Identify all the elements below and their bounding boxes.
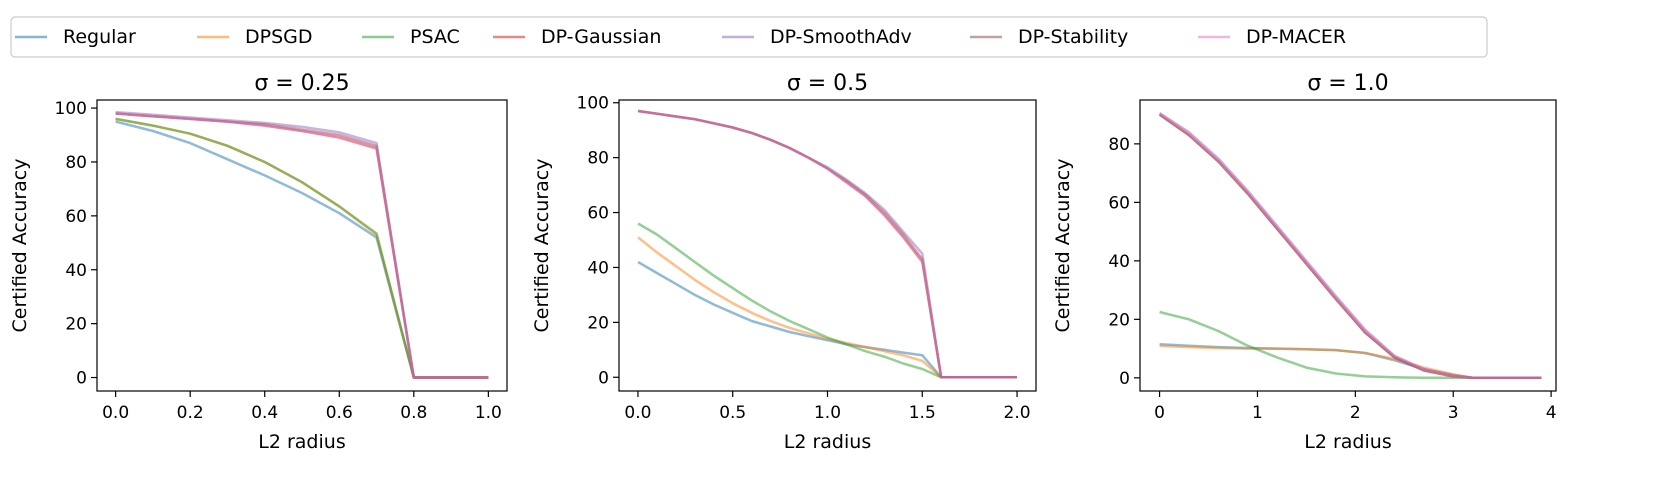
y-tick-label: 100 [55,99,87,119]
series-line-psac [637,222,1017,379]
series-line-psac [115,117,489,379]
y-tick-label: 0 [598,368,609,388]
legend-entry-dp-gaussian: DP-Gaussian [493,26,661,48]
y-tick-label: 20 [1108,310,1130,330]
series-line-regular [115,120,489,379]
legend: Regular DPSGD PSAC DP-Gaussian DP-SmoothAdv D… [10,16,1488,58]
y-tick-label: 40 [1108,252,1130,272]
y-tick-label: 80 [1108,135,1130,155]
y-axis: 0 20 40 60 80 100 [55,99,97,389]
x-axis-label: L2 radius [784,431,871,453]
series-lines [115,110,489,379]
x-tick-label: 2 [1350,403,1361,423]
legend-label: DPSGD [245,26,313,48]
series-line-dp-gaussian [1158,113,1542,380]
x-tick-label: 1.0 [814,403,841,423]
series-line-dpsgd [1159,344,1542,380]
series-line-dp-smoothadv [115,110,489,379]
plots: σ = 0.250.0 0.2 0.4 0.6 0.8 1.0020406080100L2… [9,71,1557,453]
series-line-dp-gaussian [115,112,489,379]
x-tick-label: 4 [1546,403,1557,423]
legend-entry-dp-smoothadv: DP-SmoothAdv [722,26,912,48]
axes-frame [96,99,508,392]
series-line-dp-stability [1158,113,1542,380]
y-tick-label: 80 [65,153,87,173]
x-tick-label: 0 [1154,403,1165,423]
legend-entry-psac: PSAC [362,26,460,48]
plot-panel-1: σ = 0.25 0.0 0.2 0.4 0.6 0.8 1.0 0 20 40 60 80 100 L2… [9,71,508,453]
y-axis-label: Certified Accuracy [9,159,31,333]
series-line-dpsgd [115,117,489,379]
y-tick-label: 60 [587,204,609,224]
series-line-dp-macer [115,112,489,379]
x-tick-label: 0.5 [719,403,746,423]
y-tick-label: 0 [1119,369,1130,389]
series-line-dp-stability [115,112,489,379]
series-lines [637,109,1017,379]
series-line-regular [1159,342,1542,380]
series-lines [1158,112,1542,380]
y-axis: 0 20 40 60 80 100 [577,94,619,388]
x-tick-label: 0.0 [624,403,651,423]
y-tick-label: 80 [587,149,609,169]
plot-title: σ = 0.25 [254,71,349,96]
plot-title: σ = 0.5 [787,71,868,96]
x-tick-label: 1.5 [909,403,936,423]
y-tick-label: 40 [587,258,609,278]
legend-entry-regular: Regular [15,26,136,48]
y-axis-label: Certified Accuracy [531,159,553,333]
y-tick-label: 60 [1108,193,1130,213]
legend-label: DP-Stability [1018,26,1128,48]
y-tick-label: 40 [65,261,87,281]
series-line-dp-smoothadv [1158,112,1542,380]
series-line-dpsgd [637,236,1017,379]
x-axis: 0 1 2 3 4 [1154,391,1557,423]
y-tick-label: 20 [65,315,87,335]
x-tick-label: 3 [1448,403,1459,423]
plot-panel-2: σ = 0.5 0.0 0.5 1.0 1.5 2.0 0 20 40 60 80 100 L2 rad… [531,71,1037,453]
legend-label: PSAC [410,26,460,48]
series-line-dp-macer [637,109,1017,379]
x-axis-label: L2 radius [258,431,345,453]
legend-label: Regular [63,26,136,48]
y-tick-label: 0 [76,369,87,389]
x-axis: 0.0 0.5 1.0 1.5 2.0 [624,391,1031,423]
y-tick-label: 60 [65,207,87,227]
x-tick-label: 0.2 [177,403,204,423]
x-tick-label: 0.8 [400,403,427,423]
x-tick-label: 1.0 [475,403,502,423]
x-tick-label: 0.6 [326,403,353,423]
y-tick-label: 100 [577,94,609,114]
axes-frame [618,99,1037,392]
legend-entry-dp-macer: DP-MACER [1198,26,1346,48]
legend-label: DP-SmoothAdv [770,26,912,48]
plot-title: σ = 1.0 [1307,71,1388,96]
legend-entry-dp-stability: DP-Stability [970,26,1128,48]
legend-entry-dpsgd: DPSGD [197,26,313,48]
legend-label: DP-Gaussian [541,26,661,48]
x-tick-label: 0.4 [251,403,278,423]
y-axis: 0 20 40 60 80 [1108,135,1140,389]
x-tick-label: 0.0 [102,403,129,423]
y-tick-label: 20 [587,313,609,333]
x-axis-label: L2 radius [1304,431,1391,453]
axes-frame [1139,99,1557,392]
legend-label: DP-MACER [1246,26,1346,48]
series-line-dp-macer [1158,112,1542,380]
series-line-psac [1159,310,1542,380]
x-axis: 0.0 0.2 0.4 0.6 0.8 1.0 [102,391,502,423]
x-tick-label: 1 [1252,403,1263,423]
x-tick-label: 2.0 [1004,403,1031,423]
y-axis-label: Certified Accuracy [1052,159,1074,333]
